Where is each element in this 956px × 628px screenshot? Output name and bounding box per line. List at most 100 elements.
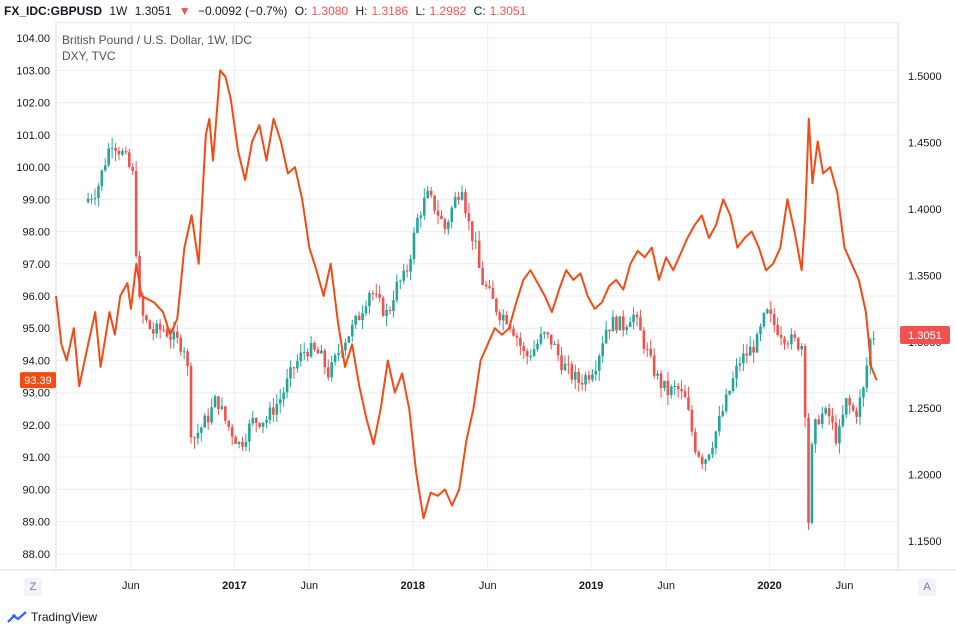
candle-up — [289, 367, 292, 379]
candle-up — [395, 281, 399, 301]
left-axis-tick: 91.00 — [22, 452, 50, 464]
candle-down — [127, 152, 131, 167]
candle-up — [707, 454, 711, 460]
candle-up — [398, 280, 402, 282]
candle-up — [584, 375, 587, 385]
right-axis-tick: 1.4000 — [908, 204, 942, 216]
left-axis-tick: 103.00 — [16, 65, 50, 77]
candle-down — [680, 389, 683, 392]
candle-down — [457, 196, 460, 200]
candle-down — [796, 338, 800, 350]
candle-down — [206, 415, 210, 423]
left-axis-tick: 98.00 — [22, 227, 50, 239]
candle-down — [687, 397, 690, 410]
candle-up — [704, 459, 707, 464]
candle-up — [824, 408, 827, 414]
candle-down — [700, 456, 704, 464]
candle-down — [186, 351, 189, 367]
candle-up — [103, 165, 107, 171]
candle-down — [193, 437, 196, 439]
candle-down — [323, 350, 327, 368]
candle-up — [350, 324, 354, 337]
candle-down — [258, 423, 261, 427]
time-axis-tick: 2019 — [579, 580, 603, 592]
candle-down — [495, 298, 498, 313]
candle-down — [145, 315, 148, 321]
candle-up — [385, 309, 388, 316]
legend-compare-series[interactable]: DXY, TVC — [62, 49, 116, 63]
candle-up — [536, 343, 539, 350]
candle-up — [604, 329, 608, 344]
candle-down — [851, 405, 855, 411]
candle-up — [368, 292, 371, 307]
candle-up — [656, 373, 659, 376]
auto-scale-button[interactable]: A — [918, 578, 936, 596]
candle-up — [790, 334, 793, 345]
candle-down — [484, 284, 488, 287]
candle-down — [827, 408, 831, 417]
left-axis-tick: 100.00 — [16, 162, 50, 174]
price-chart[interactable]: 104.00 103.00 102.00 101.00 100.00 99.00 98.00… — [0, 22, 956, 602]
candle-up — [296, 361, 299, 369]
symbol-name[interactable]: FX_IDC:GBPUSD — [4, 4, 103, 18]
candle-down — [834, 422, 838, 444]
candle-up — [501, 314, 505, 321]
candle-up — [361, 313, 364, 321]
left-axis-tick: 97.00 — [22, 259, 50, 271]
right-axis-tick: 1.2000 — [908, 470, 942, 482]
candle-down — [645, 348, 649, 350]
right-axis-tick: 1.5000 — [908, 71, 942, 83]
candle-up — [268, 407, 272, 420]
left-axis-tick: 95.00 — [22, 323, 50, 335]
candle-up — [121, 151, 124, 155]
candle-up — [628, 322, 632, 327]
candle-down — [817, 419, 821, 425]
interval-label[interactable]: 1W — [109, 4, 128, 18]
candle-up — [563, 363, 567, 371]
candle-down — [227, 420, 231, 427]
candle-down — [388, 309, 392, 312]
candle-down — [481, 267, 484, 285]
candle-up — [261, 422, 265, 427]
tradingview-logo[interactable]: TradingView — [6, 608, 97, 626]
candle-down — [556, 344, 560, 356]
candle-up — [862, 387, 865, 398]
high-value: 1.3186 — [371, 4, 409, 18]
candle-up — [594, 370, 598, 375]
candle-down — [639, 317, 642, 331]
candle-up — [841, 414, 845, 426]
tradingview-cloud-icon — [7, 611, 27, 623]
candle-down — [224, 406, 227, 421]
candle-up — [844, 398, 848, 415]
legend-main-series[interactable]: British Pound / U.S. Dollar, 1W, IDC — [62, 33, 253, 47]
high-label: H: — [355, 4, 368, 18]
candle-down — [158, 323, 162, 330]
timezone-toggle-button[interactable]: Z — [24, 578, 42, 596]
candle-down — [570, 364, 574, 380]
close-label: C: — [473, 4, 486, 18]
candle-up — [412, 232, 416, 259]
candle-up — [155, 323, 159, 334]
candle-up — [244, 441, 248, 447]
left-last-value-label: 93.39 — [24, 375, 52, 387]
candle-down — [292, 367, 296, 369]
candle-down — [776, 325, 779, 335]
candle-up — [265, 419, 268, 423]
left-last-value-badge — [20, 372, 56, 389]
left-axis-tick: 102.00 — [16, 98, 50, 110]
candle-down — [560, 355, 563, 371]
candle-up — [220, 406, 224, 410]
candle-down — [577, 371, 580, 383]
right-axis-tick: 1.4500 — [908, 137, 942, 149]
candle-up — [447, 222, 450, 230]
candle-up — [354, 315, 357, 325]
candle-down — [189, 366, 193, 438]
candle-up — [237, 442, 241, 445]
candle-down — [491, 287, 495, 299]
candle-up — [755, 334, 759, 353]
right-axis-tick: 1.2500 — [908, 403, 942, 415]
candle-down — [313, 343, 316, 350]
candle-down — [621, 316, 625, 331]
candle-up — [738, 363, 742, 366]
candle-down — [549, 334, 553, 345]
